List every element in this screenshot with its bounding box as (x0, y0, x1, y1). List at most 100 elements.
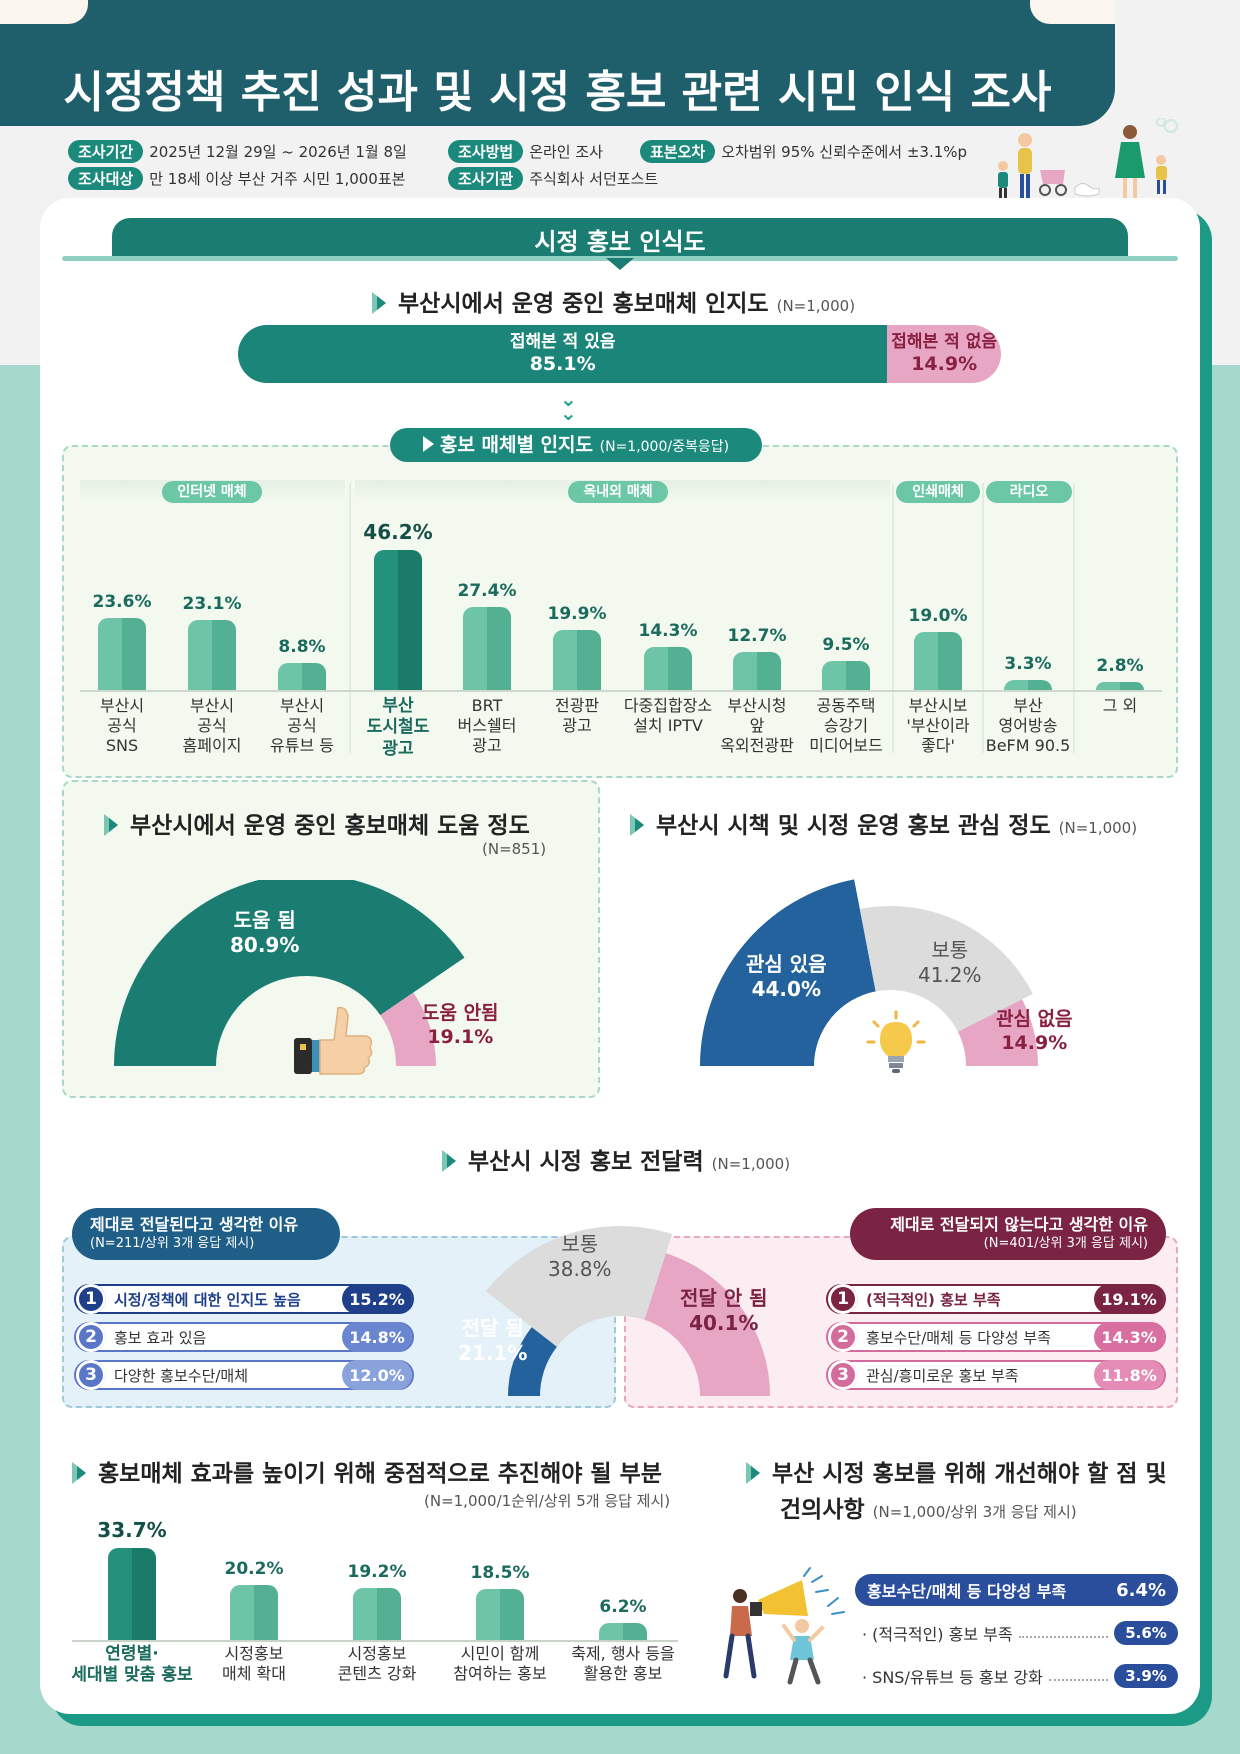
media-bar (553, 629, 601, 690)
awareness-yes-value: 85.1% (529, 352, 596, 375)
reason-text: (적극적인) 홍보 부족 (866, 1290, 1001, 1309)
media-bar (98, 618, 146, 690)
media-bar-value: 23.6% (92, 592, 152, 613)
media-title-text: 홍보 매체별 인지도 (439, 434, 593, 456)
family-illustration (998, 118, 1178, 198)
media-bar-label: 부산시 공식 SNS (99, 696, 145, 755)
section-title: 시정 홍보 인식도 (534, 228, 706, 256)
reason-text: 홍보 효과 있음 (114, 1328, 207, 1347)
priority-bar-value: 20.2% (224, 1558, 284, 1579)
priority-title: 홍보매체 효과를 높이기 위해 중점적으로 추진해야 될 부분 (72, 1454, 662, 1488)
media-bar-value: 8.8% (278, 637, 326, 658)
positive-reason-3: 3 다양한 홍보수단/매체 12.0% (74, 1360, 414, 1390)
reason-pct: 19.1% (1094, 1284, 1164, 1314)
helpfulness-slice-0 (114, 880, 465, 1066)
positive-reasons-n: (N=211/상위 3개 응답 제시) (90, 1235, 255, 1251)
media-bar-value: 3.3% (1004, 654, 1052, 674)
tag-period: 조사기간 (68, 140, 144, 163)
suggestion-top: 홍보수단/매체 등 다양성 부족 6.4% (855, 1574, 1178, 1606)
interest-n: (N=1,000) (1058, 819, 1138, 837)
priority-bar-label: 시정홍보 매체 확대 (222, 1644, 286, 1683)
priority-bar-value: 18.5% (470, 1563, 530, 1584)
negative-reason-3: 3 관심/흥미로운 홍보 부족 11.8% (826, 1360, 1166, 1390)
positive-reasons-header: 제대로 전달된다고 생각한 이유 (N=211/상위 3개 응답 제시) (72, 1208, 340, 1260)
rank-badge: 3 (828, 1360, 858, 1390)
media-bar-label: 공동주택 승강기 미디어보드 (809, 696, 883, 755)
group-tag-radio: 라디오 (986, 481, 1072, 503)
interest-no-label: 관심 없음 14.9% (996, 1008, 1073, 1056)
suggestion-title-text-1: 부산 시정 홍보를 위해 개선해야 할 점 및 (772, 1461, 1167, 1487)
reason-pct: 14.3% (1094, 1322, 1164, 1352)
suggestion-pct: 3.9% (1114, 1664, 1178, 1688)
survey-info-target: 조사대상 만 18세 이상 부산 거주 시민 1,000표본 (68, 167, 405, 190)
rank-badge: 2 (76, 1322, 106, 1352)
media-bar-value: 19.0% (908, 606, 968, 627)
media-bar (278, 663, 326, 690)
bullet-arrow-icon (377, 296, 386, 310)
media-bar (822, 661, 870, 690)
group-tag-internet: 인터넷 매체 (162, 481, 262, 503)
thumbs-up-icon (294, 1006, 373, 1075)
priority-bar (476, 1589, 524, 1640)
suggestion-text: · (적극적인) 홍보 부족 (862, 1625, 1013, 1644)
media-bar (644, 646, 692, 690)
survey-method-text: 온라인 조사 (529, 143, 603, 161)
priority-bar (599, 1623, 647, 1640)
priority-baseline (72, 1640, 678, 1642)
interest-mid-category: 보통 (931, 938, 969, 962)
media-bar-label: 전광판 광고 (554, 696, 600, 735)
rank-badge: 1 (76, 1284, 106, 1314)
survey-error-text: 오차범위 95% 신뢰수준에서 ±3.1%p (721, 143, 968, 161)
delivery-mid-category: 보통 (561, 1232, 599, 1256)
help-no-category: 도움 안됨 (422, 1002, 499, 1024)
interest-title-text: 부산시 시책 및 시정 운영 홍보 관심 정도 (656, 813, 1051, 839)
media-bar-value: 19.9% (547, 603, 607, 624)
media-bar-label: 부산시 공식 홈페이지 (182, 696, 242, 755)
group-separator (982, 483, 984, 753)
media-chart-baseline (80, 690, 1162, 692)
delivery-slice-2 (644, 1253, 770, 1396)
positive-reasons-title: 제대로 전달된다고 생각한 이유 (90, 1215, 299, 1234)
interest-yes-category: 관심 있음 (746, 952, 827, 976)
help-no-value: 19.1% (427, 1025, 494, 1048)
page-title: 시정정책 추진 성과 및 시정 홍보 관련 시민 인식 조사 (63, 67, 1052, 118)
awareness-title: 부산시에서 운영 중인 홍보매체 인지도 (N=1,000) (372, 284, 855, 318)
positive-reason-2: 2 홍보 효과 있음 14.8% (74, 1322, 414, 1352)
negative-reasons-n: (N=401/상위 3개 응답 제시) (983, 1235, 1148, 1251)
awareness-no-label: 접해본 적 없음 (891, 332, 997, 353)
interest-slice-1 (859, 906, 1033, 1032)
media-bar-value: 12.7% (727, 625, 787, 646)
awareness-n: (N=1,000) (776, 297, 856, 315)
delivery-donut-chart (486, 1226, 770, 1396)
interest-title: 부산시 시책 및 시정 운영 홍보 관심 정도 (N=1,000) (630, 806, 1137, 840)
group-separator (892, 483, 894, 753)
section-banner (112, 218, 1128, 258)
awareness-seg-yes: 접해본 적 있음 85.1% (238, 325, 888, 383)
banner-pointer (606, 258, 634, 270)
dotted-leader (1018, 1628, 1108, 1638)
suggestion-pct: 6.4% (1116, 1579, 1166, 1601)
negative-reasons-title: 제대로 전달되지 않는다고 생각한 이유 (890, 1215, 1148, 1234)
rank-badge: 3 (76, 1360, 106, 1390)
tag-method: 조사방법 (448, 140, 524, 163)
interest-mid-value: 41.2% (918, 963, 982, 987)
positive-reason-1: 1 시정/정책에 대한 인지도 높음 15.2% (74, 1284, 414, 1314)
media-bar-label: 부산 영어방송 BeFM 90.5 (985, 696, 1071, 755)
suggestion-n: (N=1,000/상위 3개 응답 제시) (872, 1503, 1077, 1521)
priority-bar (108, 1548, 156, 1640)
media-bar-label: BRT 버스쉘터 광고 (457, 696, 517, 755)
survey-info-error: 표본오차 오차범위 95% 신뢰수준에서 ±3.1%p (640, 140, 967, 163)
media-bar-value: 2.8% (1096, 655, 1144, 676)
media-bar-value: 23.1% (182, 594, 242, 614)
awareness-bar: 접해본 적 있음 85.1% 접해본 적 없음 14.9% (238, 325, 1001, 383)
interest-mid-label: 보통 41.2% (918, 938, 982, 988)
priority-bar-label: 연령별· 세대별 맞춤 홍보 (71, 1644, 193, 1686)
tag-target: 조사대상 (68, 167, 144, 190)
bullet-arrow-icon (447, 1154, 456, 1168)
help-no-label: 도움 안됨 19.1% (422, 1002, 499, 1050)
priority-bar-label: 시정홍보 콘텐츠 강화 (337, 1644, 417, 1683)
delivery-title: 부산시 시정 홍보 전달력 (N=1,000) (442, 1142, 790, 1176)
help-title-text: 부산시에서 운영 중인 홍보매체 도움 정도 (130, 813, 530, 839)
media-bar (463, 606, 511, 690)
suggestion-title-text-2: 건의사항 (780, 1497, 865, 1523)
